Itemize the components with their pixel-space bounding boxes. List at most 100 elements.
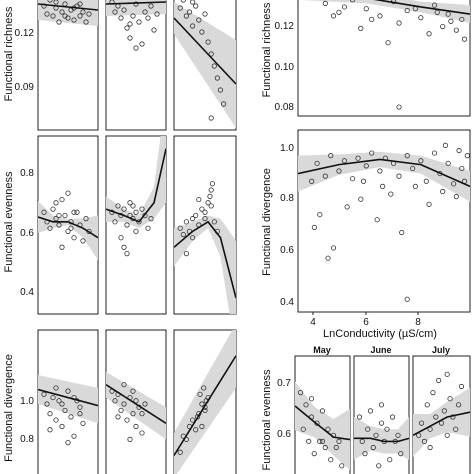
data-point [44, 11, 50, 17]
y-tick-label: 0.8 [20, 434, 34, 445]
data-point [430, 389, 436, 396]
fit-line [106, 384, 166, 424]
data-point [306, 438, 312, 444]
chart-richness-panels: 0.12 0.09 Functional richness [3, 0, 237, 131]
data-point [199, 29, 205, 35]
data-point [133, 398, 139, 404]
data-point [80, 9, 86, 15]
y-tick-label: 0.12 [15, 28, 35, 39]
data-point [183, 251, 189, 257]
data-point [121, 244, 127, 250]
data-point [77, 13, 83, 19]
data-point [365, 426, 371, 432]
x-tick-label: 8 [415, 317, 421, 328]
data-point [328, 457, 334, 463]
strip-label-may: May [313, 345, 331, 355]
data-point [442, 142, 449, 148]
y-tick-label: 0.8 [20, 168, 34, 179]
y-axis-label: Functional divergence [3, 354, 15, 462]
data-point [151, 27, 157, 33]
data-point [451, 181, 457, 187]
data-point [453, 426, 459, 432]
data-point [183, 219, 189, 225]
data-point [208, 115, 214, 121]
data-point [362, 450, 368, 457]
data-point [398, 450, 404, 457]
data-point [205, 39, 211, 45]
data-point [56, 19, 62, 25]
data-point [112, 9, 118, 15]
data-point [374, 217, 380, 223]
data-point [427, 444, 433, 451]
data-point [202, 11, 208, 17]
panel-marks [106, 136, 166, 257]
data-point [68, 225, 74, 231]
data-point [177, 225, 183, 231]
data-point [336, 9, 342, 15]
data-point [412, 183, 418, 189]
data-point [133, 423, 139, 430]
data-point [388, 191, 394, 197]
data-point [378, 420, 385, 426]
data-point [115, 203, 121, 209]
y-tick-label: 0.6 [20, 228, 34, 239]
data-point [71, 17, 77, 23]
fit-line [38, 216, 98, 239]
data-point [148, 3, 154, 9]
panel-b2-frame [105, 135, 167, 315]
confidence-band [302, 0, 470, 24]
data-point [404, 296, 410, 302]
data-point [436, 377, 442, 383]
data-point [47, 0, 53, 3]
data-point [369, 16, 375, 23]
data-point [130, 388, 136, 394]
data-point [133, 1, 139, 7]
data-point [455, 402, 462, 408]
data-point [180, 231, 186, 238]
data-point [309, 178, 315, 184]
data-point [459, 165, 465, 172]
data-point [83, 216, 89, 222]
data-point [328, 153, 334, 159]
data-point [344, 204, 350, 210]
data-point [356, 414, 363, 420]
chart-divergence-conductivity: 1.0 0.8 0.6 0.4 4 6 8 LnConductivity (µS… [261, 129, 471, 340]
data-point [139, 41, 145, 47]
data-point [384, 426, 390, 432]
data-point [154, 11, 160, 17]
data-point [127, 200, 133, 206]
y-axis-label: Functional divergence [261, 168, 273, 276]
data-point [431, 2, 438, 8]
x-axis-label: LnConductivity (µS/cm) [323, 328, 437, 340]
data-point [461, 36, 468, 42]
data-point [426, 31, 432, 37]
confidence-band [38, 201, 98, 260]
data-point [59, 401, 65, 407]
panel-marks [106, 0, 166, 51]
data-point [56, 398, 62, 404]
data-point [431, 150, 438, 156]
data-point [133, 45, 139, 51]
data-point [112, 398, 118, 404]
data-point [396, 20, 402, 26]
fit-line [354, 437, 409, 443]
data-point [50, 394, 56, 401]
data-point [127, 21, 133, 27]
y-tick-label: 0.10 [275, 62, 295, 73]
data-point [180, 0, 186, 3]
data-point [47, 427, 53, 433]
data-point [369, 150, 375, 156]
data-point [44, 401, 50, 407]
y-tick-label: 0.6 [277, 429, 291, 440]
data-point [41, 391, 47, 397]
data-point [130, 411, 136, 417]
data-point [317, 438, 323, 444]
data-point [325, 255, 331, 261]
y-tick-label: 0.08 [275, 102, 295, 113]
data-point [363, 6, 369, 12]
data-point [139, 206, 145, 212]
data-point [387, 457, 393, 463]
data-point [124, 417, 130, 423]
data-point [380, 183, 386, 189]
data-point [211, 63, 217, 69]
